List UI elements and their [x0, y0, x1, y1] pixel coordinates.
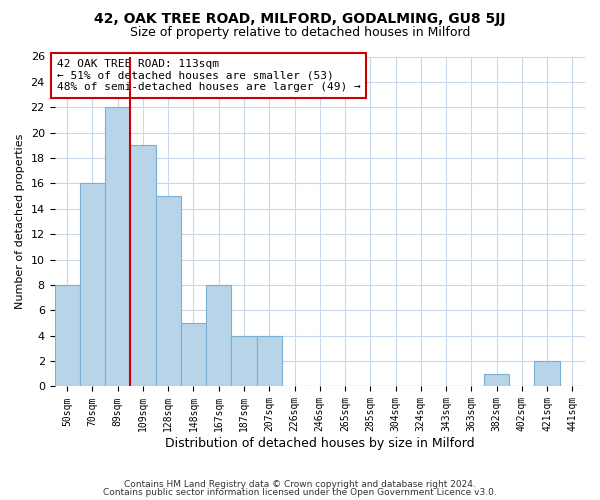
X-axis label: Distribution of detached houses by size in Milford: Distribution of detached houses by size … [165, 437, 475, 450]
Text: 42 OAK TREE ROAD: 113sqm
← 51% of detached houses are smaller (53)
48% of semi-d: 42 OAK TREE ROAD: 113sqm ← 51% of detach… [57, 59, 361, 92]
Bar [80, 184, 105, 386]
Bar [105, 108, 130, 386]
Text: 42, OAK TREE ROAD, MILFORD, GODALMING, GU8 5JJ: 42, OAK TREE ROAD, MILFORD, GODALMING, G… [94, 12, 506, 26]
Bar [206, 285, 232, 386]
Bar [484, 374, 509, 386]
Text: Contains public sector information licensed under the Open Government Licence v3: Contains public sector information licen… [103, 488, 497, 497]
Bar [130, 146, 155, 386]
Bar [257, 336, 282, 386]
Bar [535, 361, 560, 386]
Bar [232, 336, 257, 386]
Y-axis label: Number of detached properties: Number of detached properties [15, 134, 25, 309]
Bar [155, 196, 181, 386]
Bar [181, 323, 206, 386]
Text: Size of property relative to detached houses in Milford: Size of property relative to detached ho… [130, 26, 470, 39]
Text: Contains HM Land Registry data © Crown copyright and database right 2024.: Contains HM Land Registry data © Crown c… [124, 480, 476, 489]
Bar [55, 285, 80, 386]
